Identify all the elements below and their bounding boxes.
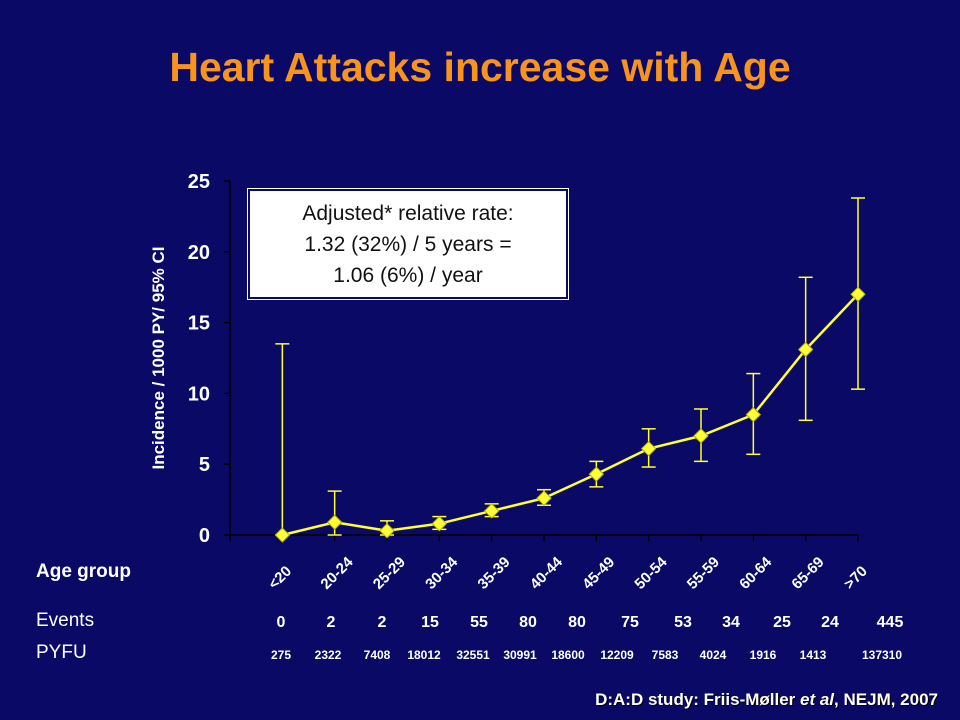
x-tick-label: 65-69 <box>788 554 827 593</box>
annotation-line-1: Adjusted* relative rate: <box>302 201 514 225</box>
pyfu-cell: 30991 <box>503 648 537 662</box>
pyfu-cell: 7408 <box>363 648 391 662</box>
x-tick-label: 20-24 <box>317 553 357 593</box>
y-tick-label: 10 <box>188 383 210 405</box>
pyfu-cell: 1413 <box>799 648 827 662</box>
x-tick-label: 55-59 <box>684 554 723 593</box>
events-cell: 80 <box>568 614 586 631</box>
events-cell: 25 <box>773 614 791 631</box>
pyfu-cell: 18012 <box>407 648 441 662</box>
pyfu-cell: 7583 <box>651 648 679 662</box>
annotation-line-2: 1.32 (32%) / 5 years = <box>304 232 512 256</box>
y-tick-label: 20 <box>188 242 210 264</box>
x-tick-label: 50-54 <box>631 553 671 593</box>
data-point <box>274 527 291 543</box>
y-tick-label: 5 <box>199 454 210 476</box>
events-cell: 53 <box>674 614 692 631</box>
source-citation: D:A:D study: Friis-Møller et al, NEJM, 2… <box>595 690 938 710</box>
events-cell: 15 <box>421 614 439 631</box>
x-tick-label: 35-39 <box>474 554 513 593</box>
pyfu-cell: 1916 <box>749 648 777 662</box>
pyfu-cell: 2322 <box>314 648 342 662</box>
data-point <box>693 428 709 444</box>
x-tick-label: 30-34 <box>422 553 462 593</box>
y-axis-title: Incidence / 1000 PY/ 95% CI <box>149 246 168 469</box>
x-tick-label: 25-29 <box>370 554 409 593</box>
events-label: Events <box>36 610 95 631</box>
data-point <box>640 440 657 457</box>
pyfu-cell: 275 <box>270 648 292 662</box>
events-cell: 75 <box>621 614 639 631</box>
annotation-box: Adjusted* relative rate: 1.32 (32%) / 5 … <box>247 188 569 300</box>
pyfu-cell: 137310 <box>861 648 903 662</box>
x-tick-label: <20 <box>265 563 295 593</box>
events-cell: 55 <box>470 614 488 631</box>
data-point <box>379 523 395 539</box>
x-tick-label: 45-49 <box>579 554 618 593</box>
events-cell: 80 <box>519 614 537 631</box>
y-tick-label: 15 <box>188 313 210 335</box>
slide-title: Heart Attacks increase with Age <box>169 44 791 90</box>
pyfu-cell: 12209 <box>600 648 634 662</box>
events-cell: 2 <box>326 614 336 631</box>
y-tick-label: 25 <box>188 171 210 193</box>
events-cell: 445 <box>876 614 904 631</box>
series-line <box>282 293 859 537</box>
data-point <box>536 490 552 506</box>
y-tick-label: 0 <box>199 525 210 547</box>
source-etal: et al <box>800 690 835 709</box>
age-group-label: Age group <box>36 561 131 582</box>
pyfu-cell: 4024 <box>699 648 727 662</box>
source-suffix: , NEJM, 2007 <box>834 690 938 709</box>
source-prefix: D:A:D study: Friis-Møller <box>595 690 801 709</box>
data-point <box>588 466 605 482</box>
x-tick-label: >70 <box>841 563 871 593</box>
x-tick-label: 60-64 <box>736 553 776 593</box>
x-tick-label: 40-44 <box>527 553 567 593</box>
data-point <box>483 503 500 519</box>
events-cell: 34 <box>722 614 740 631</box>
data-point <box>850 286 866 302</box>
pyfu-cell: 32551 <box>456 648 490 662</box>
pyfu-label: PYFU <box>36 642 87 663</box>
events-cell: 24 <box>821 614 839 631</box>
data-point <box>745 406 762 423</box>
pyfu-cell: 18600 <box>551 648 585 662</box>
data-point <box>797 341 814 358</box>
data-point <box>326 514 343 530</box>
annotation-line-3: 1.06 (6%) / year <box>333 263 483 287</box>
events-cell: 0 <box>276 614 286 631</box>
events-cell: 2 <box>377 614 387 631</box>
data-point <box>431 515 448 532</box>
